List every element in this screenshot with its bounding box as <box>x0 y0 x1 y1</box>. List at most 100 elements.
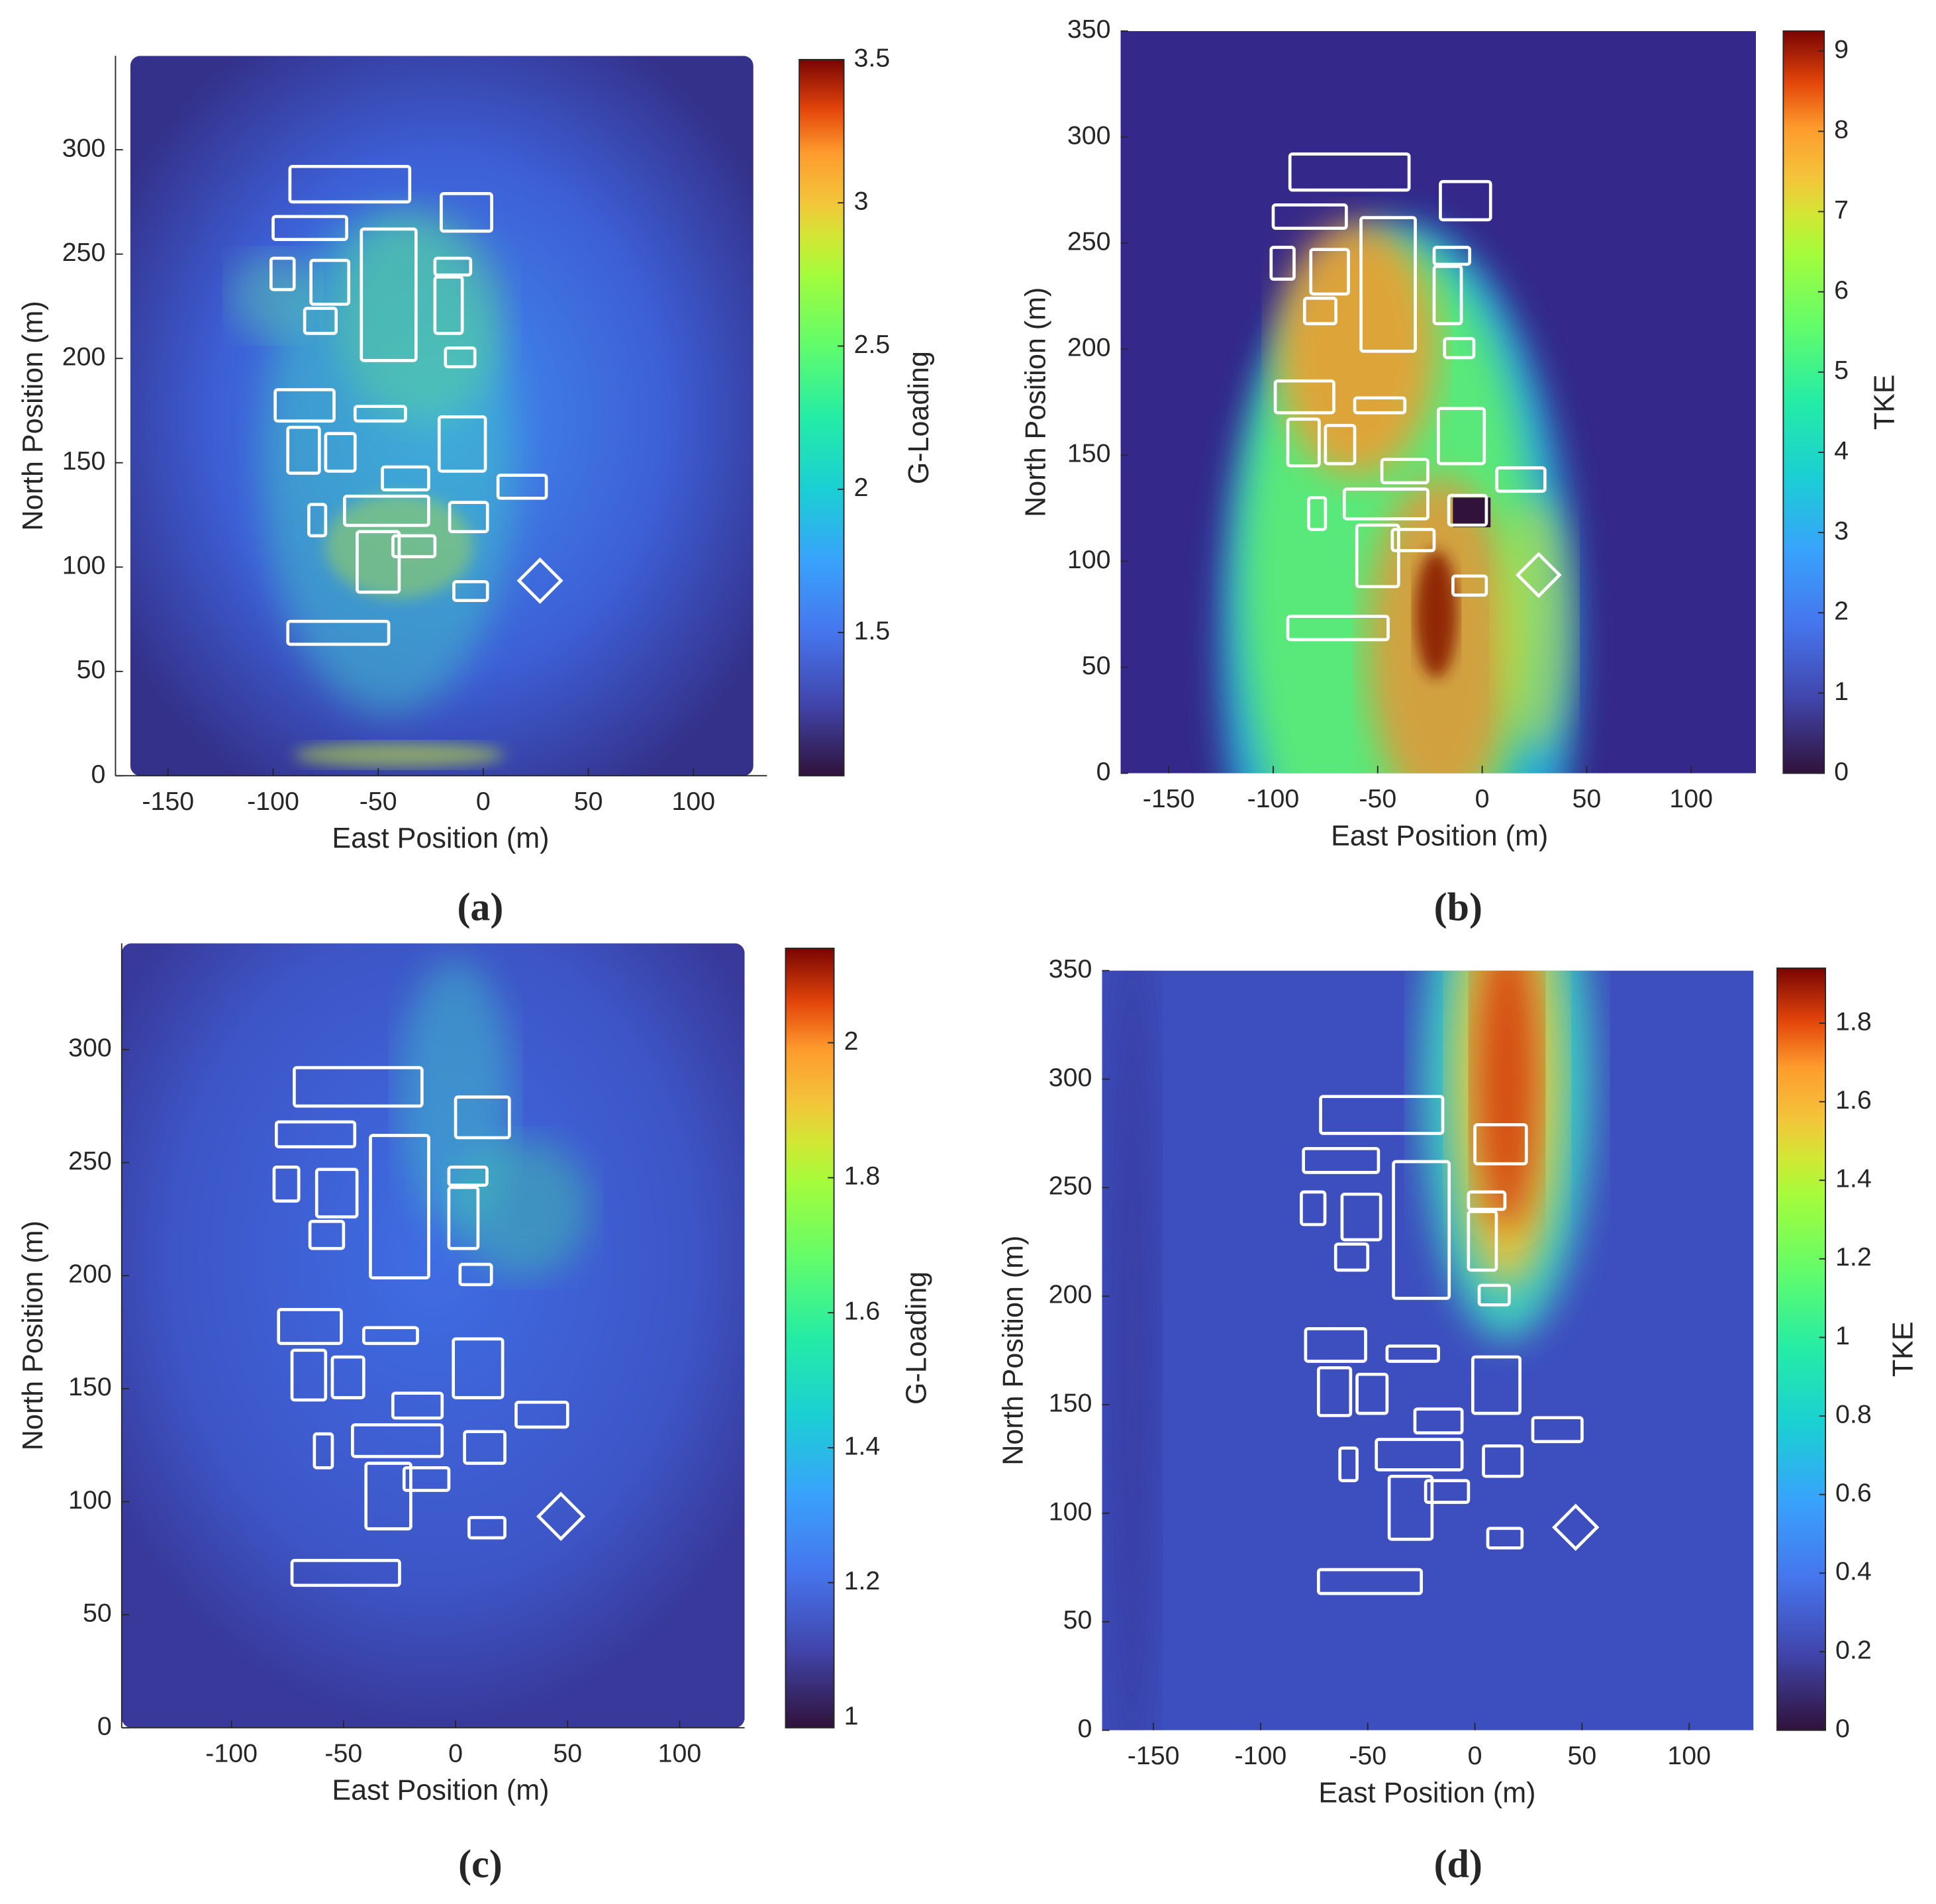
field-blob <box>294 742 505 768</box>
colorbar-tick-label: 9 <box>1834 35 1849 64</box>
colorbar-tick-label: 1.6 <box>844 1297 881 1326</box>
building <box>447 1165 489 1187</box>
building <box>313 1432 334 1470</box>
building <box>1424 1479 1471 1504</box>
building <box>402 1466 451 1492</box>
x-tick-label: 50 <box>1573 784 1602 813</box>
building <box>454 1095 511 1140</box>
colorbar-tick-label: 0.8 <box>1835 1399 1872 1428</box>
colorbar-tick-label: 1.4 <box>1835 1164 1872 1193</box>
building <box>290 1558 401 1587</box>
building <box>496 474 548 500</box>
x-tick-label: -150 <box>1128 1741 1180 1770</box>
x-tick-label: 50 <box>553 1738 582 1768</box>
building <box>1432 264 1463 326</box>
x-tick-label: 0 <box>448 1738 463 1768</box>
building <box>343 494 430 527</box>
y-tick-label: 0 <box>91 760 106 789</box>
building <box>274 1120 357 1148</box>
building <box>1436 407 1486 466</box>
x-tick-label: 100 <box>1669 784 1713 813</box>
x-tick-label: 0 <box>476 787 491 816</box>
colorbar-tick-label: 1.4 <box>844 1431 881 1460</box>
y-tick-label: 350 <box>1067 15 1111 44</box>
building <box>391 1391 444 1420</box>
field-blob <box>1496 497 1573 752</box>
building <box>272 1165 301 1203</box>
building <box>1319 1095 1445 1135</box>
colorbar <box>799 59 845 777</box>
colorbar-tick-label: 2 <box>1834 597 1849 626</box>
x-tick-label: 100 <box>671 787 715 816</box>
colorbar-tick-label: 1 <box>844 1701 859 1730</box>
field <box>1120 30 1757 774</box>
x-tick-label: 50 <box>574 787 603 816</box>
colorbar-tick-label: 1.8 <box>844 1162 881 1191</box>
x-tick-label: 0 <box>1475 784 1490 813</box>
building <box>1286 615 1390 642</box>
building <box>444 346 477 369</box>
panel-label: (c) <box>458 1842 503 1885</box>
colorbar-tick-label: 1.8 <box>1835 1007 1872 1036</box>
building <box>1271 203 1348 230</box>
building <box>315 1168 359 1219</box>
y-tick-label: 100 <box>62 551 106 580</box>
building <box>433 256 473 277</box>
building <box>1333 1242 1370 1272</box>
colorbar-tick-label: 3 <box>1834 517 1849 546</box>
field <box>1102 970 1754 1730</box>
building <box>1307 495 1328 531</box>
building <box>288 164 412 204</box>
y-axis-label: North Position (m) <box>17 301 49 530</box>
building <box>1443 336 1476 360</box>
building <box>360 227 418 362</box>
building <box>1324 424 1357 466</box>
y-tick-label: 150 <box>1067 439 1111 468</box>
building <box>1288 152 1411 192</box>
building <box>1439 179 1492 222</box>
panel-label: (d) <box>1434 1842 1482 1885</box>
y-axis-label: North Position (m) <box>17 1221 49 1450</box>
field-blob <box>1277 222 1437 477</box>
building <box>437 415 487 473</box>
building <box>277 1308 343 1345</box>
colorbar-tick-label: 2.5 <box>854 330 891 359</box>
panel-label: (a) <box>457 885 503 928</box>
colorbar-label: TKE <box>1868 374 1900 430</box>
x-tick-label: -100 <box>247 787 299 816</box>
colorbar-tick-label: 1.2 <box>1835 1242 1872 1272</box>
building <box>1486 1527 1524 1550</box>
y-tick-label: 300 <box>1067 121 1111 150</box>
colorbar <box>1782 30 1825 774</box>
building <box>1392 1160 1451 1300</box>
colorbar-tick-label: 2 <box>854 473 869 502</box>
y-tick-label: 250 <box>1049 1172 1092 1201</box>
colorbar-tick-label: 1.2 <box>844 1566 881 1595</box>
colorbar <box>785 947 835 1729</box>
building <box>458 1262 493 1287</box>
x-tick-label: -50 <box>324 1738 362 1768</box>
panel-label: (b) <box>1434 885 1482 928</box>
field-blob <box>231 254 315 338</box>
plot-area: -100 -50 0 50 100 0 50 100 150 200 250 300 East Posi… <box>17 943 932 1885</box>
building <box>324 432 357 473</box>
building <box>1432 246 1472 266</box>
x-tick-label: 100 <box>658 1738 702 1768</box>
building <box>356 530 401 594</box>
building <box>273 388 336 423</box>
x-tick-label: -50 <box>1359 784 1396 813</box>
building <box>1390 528 1436 552</box>
building <box>1340 1192 1382 1242</box>
colorbar-tick-label: 0 <box>1834 757 1849 786</box>
building <box>1380 458 1429 485</box>
building <box>353 405 407 423</box>
y-tick-label: 250 <box>1067 226 1111 256</box>
colorbar-tick-label: 1.5 <box>854 616 891 645</box>
colorbar-tick-label: 6 <box>1834 276 1849 305</box>
building <box>381 465 430 492</box>
building <box>467 1516 507 1540</box>
colorbar-tick-label: 3.5 <box>854 43 891 72</box>
field-blob <box>456 1140 591 1276</box>
field-blob <box>1475 970 1539 1231</box>
